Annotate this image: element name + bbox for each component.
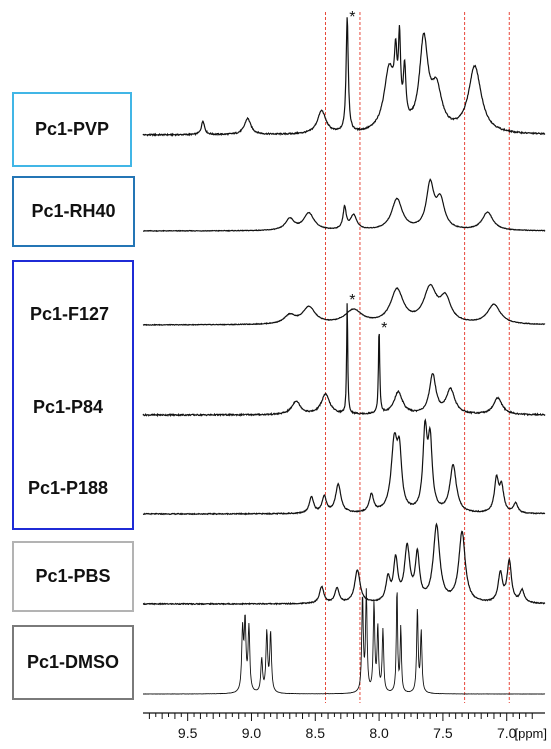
label-box-pluronics bbox=[12, 260, 134, 530]
series-label-p84: Pc1-P84 bbox=[33, 397, 104, 417]
label-box-dmso: Pc1-DMSO bbox=[12, 625, 134, 700]
x-tick-label: 8.0 bbox=[369, 725, 389, 741]
series-label-pbs: Pc1-PBS bbox=[35, 566, 111, 586]
x-tick-label: 7.0 bbox=[497, 725, 517, 741]
label-box-pbs: Pc1-PBS bbox=[12, 541, 134, 612]
series-label-pvp: Pc1-PVP bbox=[34, 119, 110, 139]
reference-lines bbox=[324, 12, 510, 703]
series-label-rh40: Pc1-RH40 bbox=[31, 201, 116, 221]
x-axis-label: [ppm] bbox=[514, 726, 547, 741]
x-tick-label: 8.5 bbox=[306, 725, 326, 741]
spectrum-trace-pc1-p84 bbox=[142, 303, 546, 418]
x-tick-label: 7.5 bbox=[433, 725, 453, 741]
x-axis: 9.5 9.0 8.5 8.0 7.5 7.0[ppm] bbox=[143, 712, 547, 741]
spectrum-trace-pc1-pvp bbox=[142, 17, 546, 137]
x-tick-label: 9.0 bbox=[242, 725, 262, 741]
peak-marker: * bbox=[381, 320, 387, 337]
series-label-p188: Pc1-P188 bbox=[28, 478, 109, 498]
spectrum-trace-pc1-f127 bbox=[142, 283, 546, 327]
label-box-pvp: Pc1-PVP bbox=[12, 92, 132, 167]
spectrum-trace-pc1-dmso bbox=[143, 588, 546, 695]
spectrum-trace-pc1-pbs bbox=[142, 522, 546, 606]
spectra-traces: * * * bbox=[142, 9, 546, 695]
peak-marker: * bbox=[349, 292, 355, 309]
peak-marker: * bbox=[349, 9, 355, 26]
series-label-f127: Pc1-F127 bbox=[30, 304, 110, 324]
spectrum-trace-pc1-rh40 bbox=[143, 178, 546, 233]
spectrum-trace-pc1-p188 bbox=[142, 418, 546, 516]
label-box-rh40: Pc1-RH40 bbox=[12, 176, 135, 247]
x-tick-label: 9.5 bbox=[178, 725, 198, 741]
series-label-dmso: Pc1-DMSO bbox=[26, 652, 120, 672]
